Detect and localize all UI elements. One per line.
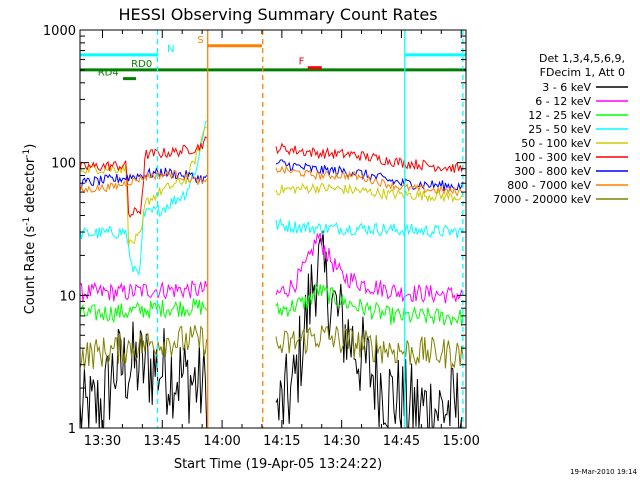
flag-n-label: N <box>167 44 174 55</box>
legend-header-detectors: Det 1,3,4,5,6,9, <box>539 52 625 65</box>
legend-label-800-7000-kev: 800 - 7000 keV <box>507 179 591 192</box>
plot-frame <box>79 29 467 429</box>
x-tick-label-13-30: 13:30 <box>84 434 121 449</box>
x-axis: 13:30 13:45 14:00 14:15 14:30 14:45 15:00 <box>84 30 480 449</box>
y-tick-label-1: 1 <box>68 422 76 437</box>
x-tick-label-14-30: 14:30 <box>323 434 360 449</box>
series-50-100-kev <box>79 126 464 245</box>
legend-label-25-50-kev: 25 - 50 keV <box>528 123 591 136</box>
x-tick-label-14-00: 14:00 <box>203 434 240 449</box>
y-axis: 1 10 100 1000 <box>43 24 466 437</box>
x-tick-label-15-00: 15:00 <box>442 434 479 449</box>
legend-label-50-100-kev: 50 - 100 keV <box>521 137 591 150</box>
series-800-7000-kev <box>79 165 464 197</box>
x-axis-label: Start Time (19-Apr-05 13:24:22) <box>174 457 382 472</box>
series-6-12-kev <box>79 232 464 304</box>
series-100-300-kev <box>79 136 464 218</box>
y-axis-label: Count Rate (s-1 detector-1) <box>22 144 38 315</box>
legend-label-12-25-kev: 12 - 25 keV <box>528 109 591 122</box>
legend-label-7000-20000-kev: 7000 - 20000 keV <box>493 193 591 206</box>
legend-label-100-300-kev: 100 - 300 keV <box>514 151 591 164</box>
flag-s-label: S <box>197 35 203 46</box>
x-tick-label-13-45: 13:45 <box>144 434 181 449</box>
legend-label-6-12-kev: 6 - 12 keV <box>535 95 591 108</box>
vline-layer <box>156 30 464 428</box>
legend-label-300-800-kev: 300 - 800 keV <box>514 165 591 178</box>
x-tick-label-14-15: 14:15 <box>263 434 300 449</box>
flag-rd4-label: RD4 <box>98 68 119 79</box>
y-tick-label-100: 100 <box>51 157 76 172</box>
flag-f-label: F <box>299 57 305 68</box>
series-3-6-kev <box>79 230 464 429</box>
x-tick-label-14-45: 14:45 <box>383 434 420 449</box>
legend-label-3-6-kev: 3 - 6 keV <box>542 81 591 94</box>
flag-layer: N RD0 RD4 S F <box>80 35 466 81</box>
y-tick-label-1000: 1000 <box>43 24 76 39</box>
series-25-50-kev <box>79 120 464 277</box>
y-tick-label-10: 10 <box>59 289 76 304</box>
series-12-25-kev <box>79 283 464 326</box>
legend: Det 1,3,4,5,6,9, FDecim 1, Att 0 3 - 6 k… <box>493 52 628 206</box>
series-layer <box>79 120 464 429</box>
series-7000-20000-kev <box>79 324 464 370</box>
legend-header-attenuator: FDecim 1, Att 0 <box>540 66 625 79</box>
chart-title: HESSI Observing Summary Count Rates <box>118 5 437 24</box>
footer-timestamp: 19-Mar-2010 19:14 <box>570 468 637 476</box>
flag-rd0-label: RD0 <box>131 59 152 70</box>
